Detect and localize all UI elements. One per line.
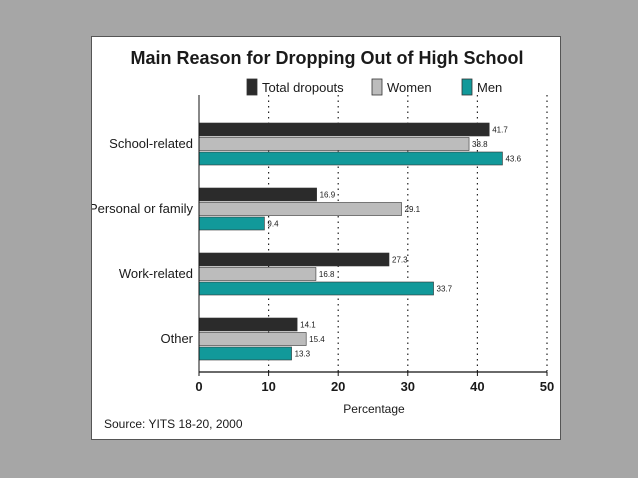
category-label: Work-related <box>119 266 193 281</box>
data-label: 43.6 <box>505 155 521 164</box>
category-label: School-related <box>109 136 193 151</box>
chart-title: Main Reason for Dropping Out of High Sch… <box>131 48 524 68</box>
bar <box>198 267 317 281</box>
grid <box>268 95 548 372</box>
data-label: 29.1 <box>405 205 421 214</box>
x-axis: 0 10 20 30 40 50 <box>195 95 554 394</box>
bar <box>198 202 402 216</box>
bar <box>198 346 292 361</box>
legend-label: Women <box>387 80 432 95</box>
bar <box>198 187 317 202</box>
bar <box>198 281 434 296</box>
x-tick-label: 10 <box>261 379 275 394</box>
legend-swatch <box>371 78 383 96</box>
legend-swatch <box>461 78 473 96</box>
bar <box>198 252 390 267</box>
legend-label: Men <box>477 80 502 95</box>
source-note: Source: YITS 18-20, 2000 <box>104 417 243 431</box>
data-label: 27.3 <box>392 256 408 265</box>
x-axis-title: Percentage <box>343 402 405 416</box>
bar <box>198 122 490 137</box>
category-label: Personal or family <box>92 201 193 216</box>
x-tick-label: 50 <box>540 379 554 394</box>
data-label: 15.4 <box>309 335 325 344</box>
data-label: 16.8 <box>319 270 335 279</box>
data-label: 38.8 <box>472 140 488 149</box>
data-label: 14.1 <box>300 321 316 330</box>
chart: Main Reason for Dropping Out of High Sch… <box>92 48 554 431</box>
legend-label: Total dropouts <box>262 80 344 95</box>
x-tick-label: 0 <box>195 379 202 394</box>
x-tick-label: 30 <box>401 379 415 394</box>
bar <box>198 151 503 166</box>
data-label: 13.3 <box>295 350 311 359</box>
data-label: 41.7 <box>492 126 508 135</box>
category-label: Other <box>160 331 193 346</box>
data-label: 16.9 <box>320 191 336 200</box>
x-tick-label: 40 <box>470 379 484 394</box>
bars: School-related 41.7 38.8 43.6 Personal or fa… <box>92 122 522 361</box>
legend: Total dropouts Women Men <box>246 78 502 96</box>
bar <box>198 332 307 346</box>
bar <box>198 317 298 332</box>
data-label: 9.4 <box>267 220 279 229</box>
bar <box>198 216 265 231</box>
bar <box>198 137 470 151</box>
legend-swatch <box>246 78 258 96</box>
x-tick-label: 20 <box>331 379 345 394</box>
chart-panel: Main Reason for Dropping Out of High Sch… <box>91 36 561 440</box>
data-label: 33.7 <box>437 285 453 294</box>
